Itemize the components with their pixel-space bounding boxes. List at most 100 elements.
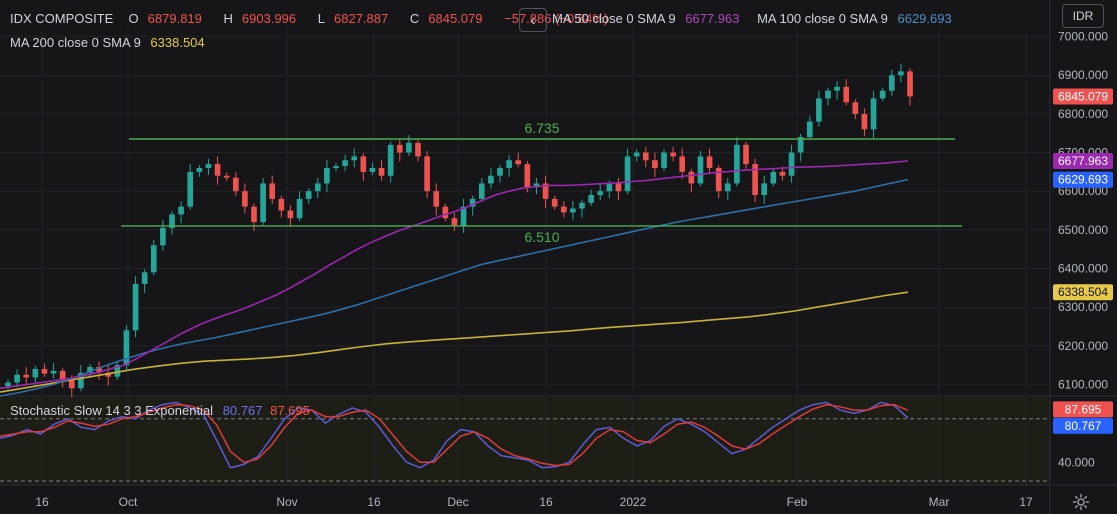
candle-down — [642, 152, 649, 161]
ma50-value: 6677.963 — [685, 11, 740, 26]
candle-up — [825, 90, 831, 99]
candle-up — [724, 183, 731, 192]
candle-up — [478, 183, 485, 199]
candle-up — [488, 175, 494, 184]
stoch-d-tag — [1053, 401, 1113, 418]
settings-gear-icon[interactable] — [1072, 493, 1090, 511]
candle-down — [560, 206, 567, 213]
time-tick-label: 17 — [1019, 495, 1033, 509]
candle-down — [378, 167, 385, 176]
time-tick-label: Dec — [447, 495, 468, 509]
price-axis[interactable]: 7000.0006900.0006800.0006700.0006600.000… — [1049, 0, 1108, 514]
candle-up — [351, 156, 358, 161]
candle-up — [506, 160, 512, 168]
candle-up — [797, 137, 804, 153]
price-tag-label: 6677.963 — [1058, 154, 1108, 168]
candle-up — [324, 167, 330, 184]
candle-up — [761, 183, 768, 196]
candle-down — [23, 374, 30, 378]
time-axis[interactable]: 16 Oct Nov 16 Dec 16 2022 Feb Mar 17 — [35, 495, 1033, 509]
close-value: 6845.079 — [428, 11, 483, 26]
candle-down — [287, 210, 294, 219]
candle-up — [888, 75, 895, 91]
candle-down — [743, 144, 749, 165]
candle-up — [305, 191, 312, 199]
price-tag-price — [1053, 88, 1113, 105]
stoch-d-value: 87.695 — [270, 403, 310, 418]
candle-up — [32, 368, 39, 378]
low-value: 6827.887 — [334, 11, 389, 26]
candle-up — [870, 98, 877, 130]
ma-legend-line1: MA 50 close 0 SMA 9 6677.963 MA 100 clos… — [552, 11, 952, 26]
currency-button[interactable]: IDR — [1062, 4, 1104, 28]
candle-up — [5, 382, 11, 387]
stochastic-legend: Stochastic Slow 14 3 3 Exponential 80.76… — [10, 403, 310, 418]
candle-up — [141, 272, 148, 284]
high-value: 6903.996 — [241, 11, 297, 26]
candle-up — [178, 206, 184, 215]
price-tick-label: 6400.000 — [1058, 261, 1108, 275]
candle-up — [50, 370, 57, 374]
ma-legend-line2: MA 200 close 0 SMA 9 6338.504 — [10, 35, 205, 50]
candle-down — [615, 183, 622, 192]
price-tag-label: 6338.504 — [1058, 285, 1108, 299]
time-tick-label: 16 — [35, 495, 49, 509]
stochastic-label[interactable]: Stochastic Slow 14 3 3 Exponential — [10, 403, 214, 418]
candle-down — [396, 144, 403, 153]
candle-up — [342, 160, 348, 167]
high-label: H — [223, 11, 233, 26]
grid-lines — [0, 25, 1117, 486]
candle-up — [879, 90, 886, 99]
candle-down — [251, 206, 257, 223]
open-value: 6879.819 — [147, 11, 202, 26]
candle-up — [597, 191, 604, 196]
candle-up — [78, 372, 84, 389]
candle-down — [752, 164, 758, 196]
candle-down — [907, 71, 913, 97]
candle-down — [706, 156, 713, 168]
candle-up — [661, 152, 667, 168]
price-tick-label: 6300.000 — [1058, 300, 1108, 314]
price-tags: 6845.079 6677.963 6629.693 6338.504 87.695 80… — [1053, 88, 1113, 434]
ma50-label[interactable]: MA 50 close 0 SMA 9 — [552, 11, 676, 26]
time-tick-label: Mar — [929, 495, 950, 509]
price-tick-label: 6100.000 — [1058, 377, 1108, 391]
stoch-d-line — [0, 403, 909, 467]
candle-up — [314, 183, 321, 192]
chart-header-line1: IDX COMPOSITE O 6879.819 H 6903.996 L 6827.… — [10, 11, 617, 26]
candlestick-series — [5, 63, 913, 398]
stoch-k-tag — [1053, 417, 1113, 434]
candle-down — [415, 142, 421, 157]
candle-up — [387, 144, 394, 176]
ma100-label[interactable]: MA 100 close 0 SMA 9 — [757, 11, 888, 26]
candle-down — [278, 198, 285, 211]
stoch-k-value: 80.767 — [222, 403, 263, 418]
price-tick-label: 6800.000 — [1058, 107, 1108, 121]
low-label: L — [317, 11, 326, 26]
candle-up — [296, 198, 303, 219]
ma200-label[interactable]: MA 200 close 0 SMA 9 — [10, 35, 141, 50]
candle-up — [834, 86, 840, 91]
time-tick-label: 2022 — [620, 495, 647, 509]
candle-down — [843, 86, 850, 103]
time-tick-label: Oct — [119, 495, 138, 509]
candle-up — [14, 374, 20, 383]
symbol-name: IDX COMPOSITE — [10, 11, 114, 26]
candle-up — [333, 166, 339, 168]
candle-up — [697, 156, 704, 184]
candle-up — [150, 245, 157, 273]
candle-up — [588, 195, 594, 203]
candle-up — [624, 156, 631, 192]
candle-up — [606, 183, 613, 192]
candle-up — [260, 183, 266, 223]
candle-up — [406, 142, 412, 153]
collapse-legend-button[interactable]: ‹ — [519, 8, 547, 32]
candle-down — [442, 206, 449, 219]
price-tick-label: 6900.000 — [1058, 68, 1108, 82]
candle-up — [734, 144, 740, 184]
candle-down — [68, 380, 75, 389]
price-tag-ma200 — [1053, 284, 1113, 301]
candle-down — [214, 164, 221, 176]
candle-up — [469, 198, 476, 207]
